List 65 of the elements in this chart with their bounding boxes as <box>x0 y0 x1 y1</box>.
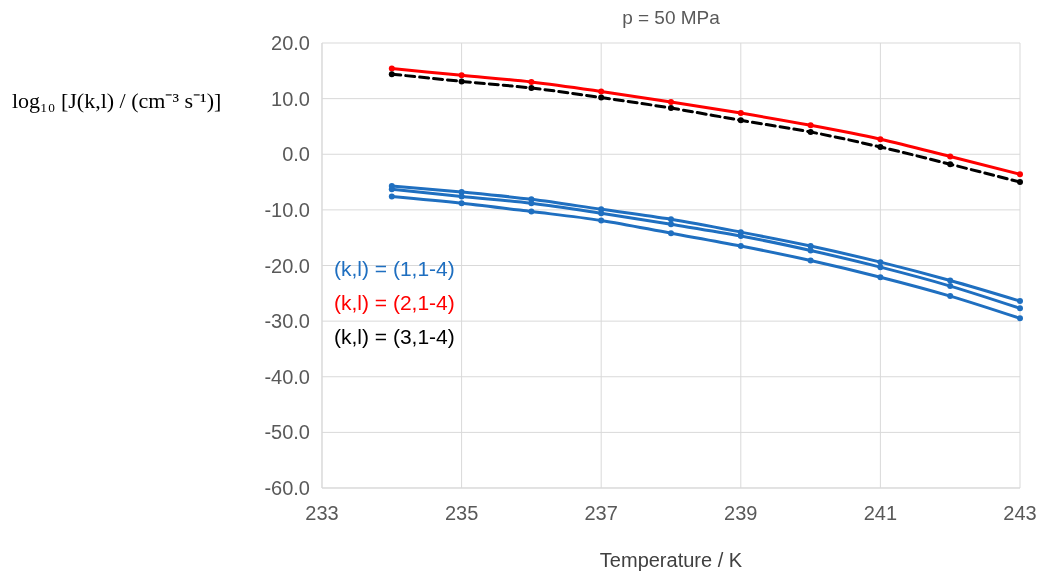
point <box>947 293 954 300</box>
point <box>877 274 884 281</box>
point <box>668 230 674 237</box>
chart-title: p = 50 MPa <box>622 7 721 28</box>
point <box>668 105 674 112</box>
y-tick-label: -20.0 <box>264 254 310 277</box>
y-axis-title: log₁₀ [J(k,l) / (cm⁻³ s⁻¹)] <box>12 88 222 113</box>
text: (k,l) = (1,1-4) <box>334 256 455 280</box>
point <box>947 283 954 290</box>
point <box>388 193 395 200</box>
point <box>388 65 395 72</box>
point <box>737 110 744 117</box>
point <box>1017 171 1023 178</box>
y-tick-label: 0.0 <box>282 143 310 166</box>
y-tick-label: -50.0 <box>264 421 310 444</box>
x-tick-label: 243 <box>1003 502 1037 524</box>
point <box>528 85 535 92</box>
x-tick-label: 235 <box>444 502 479 524</box>
point <box>458 72 465 79</box>
point <box>388 186 395 193</box>
point <box>598 88 605 95</box>
point <box>737 117 744 124</box>
point <box>1017 305 1023 312</box>
point <box>598 217 605 224</box>
point <box>458 193 465 200</box>
point <box>877 136 884 143</box>
point <box>598 210 605 217</box>
point <box>947 277 954 284</box>
point <box>458 78 465 85</box>
point <box>947 161 954 168</box>
point <box>668 98 674 105</box>
point <box>388 71 395 78</box>
point <box>877 259 884 266</box>
point <box>528 208 535 215</box>
point <box>528 78 535 85</box>
point <box>807 129 814 135</box>
x-axis-title: Temperature / K <box>599 549 743 571</box>
point <box>807 122 814 129</box>
point <box>668 221 674 228</box>
point <box>737 233 744 240</box>
point <box>1017 315 1023 322</box>
text: (k,l) = (3,1-4) <box>334 324 455 348</box>
point <box>807 257 814 264</box>
point <box>458 200 465 207</box>
text: (k,l) = (2,1-4) <box>334 290 455 314</box>
x-tick-label: 239 <box>724 502 758 524</box>
point <box>598 94 605 101</box>
y-tick-label: -10.0 <box>264 198 310 221</box>
y-tick-label: -30.0 <box>264 310 310 333</box>
y-tick-label: -40.0 <box>264 365 310 388</box>
point <box>947 153 954 160</box>
point <box>1017 298 1023 305</box>
x-tick-label: 241 <box>863 502 898 524</box>
point <box>1017 179 1023 186</box>
y-tick-label: 10.0 <box>271 87 310 110</box>
point <box>668 216 674 223</box>
point <box>737 243 744 250</box>
point <box>877 264 884 271</box>
point <box>528 200 535 207</box>
x-tick-label: 237 <box>584 502 618 524</box>
point <box>877 144 884 151</box>
y-tick-label: 20.0 <box>271 32 310 54</box>
x-tick-label: 233 <box>305 502 339 524</box>
y-tick-label: -60.0 <box>264 477 310 499</box>
point <box>807 247 814 254</box>
